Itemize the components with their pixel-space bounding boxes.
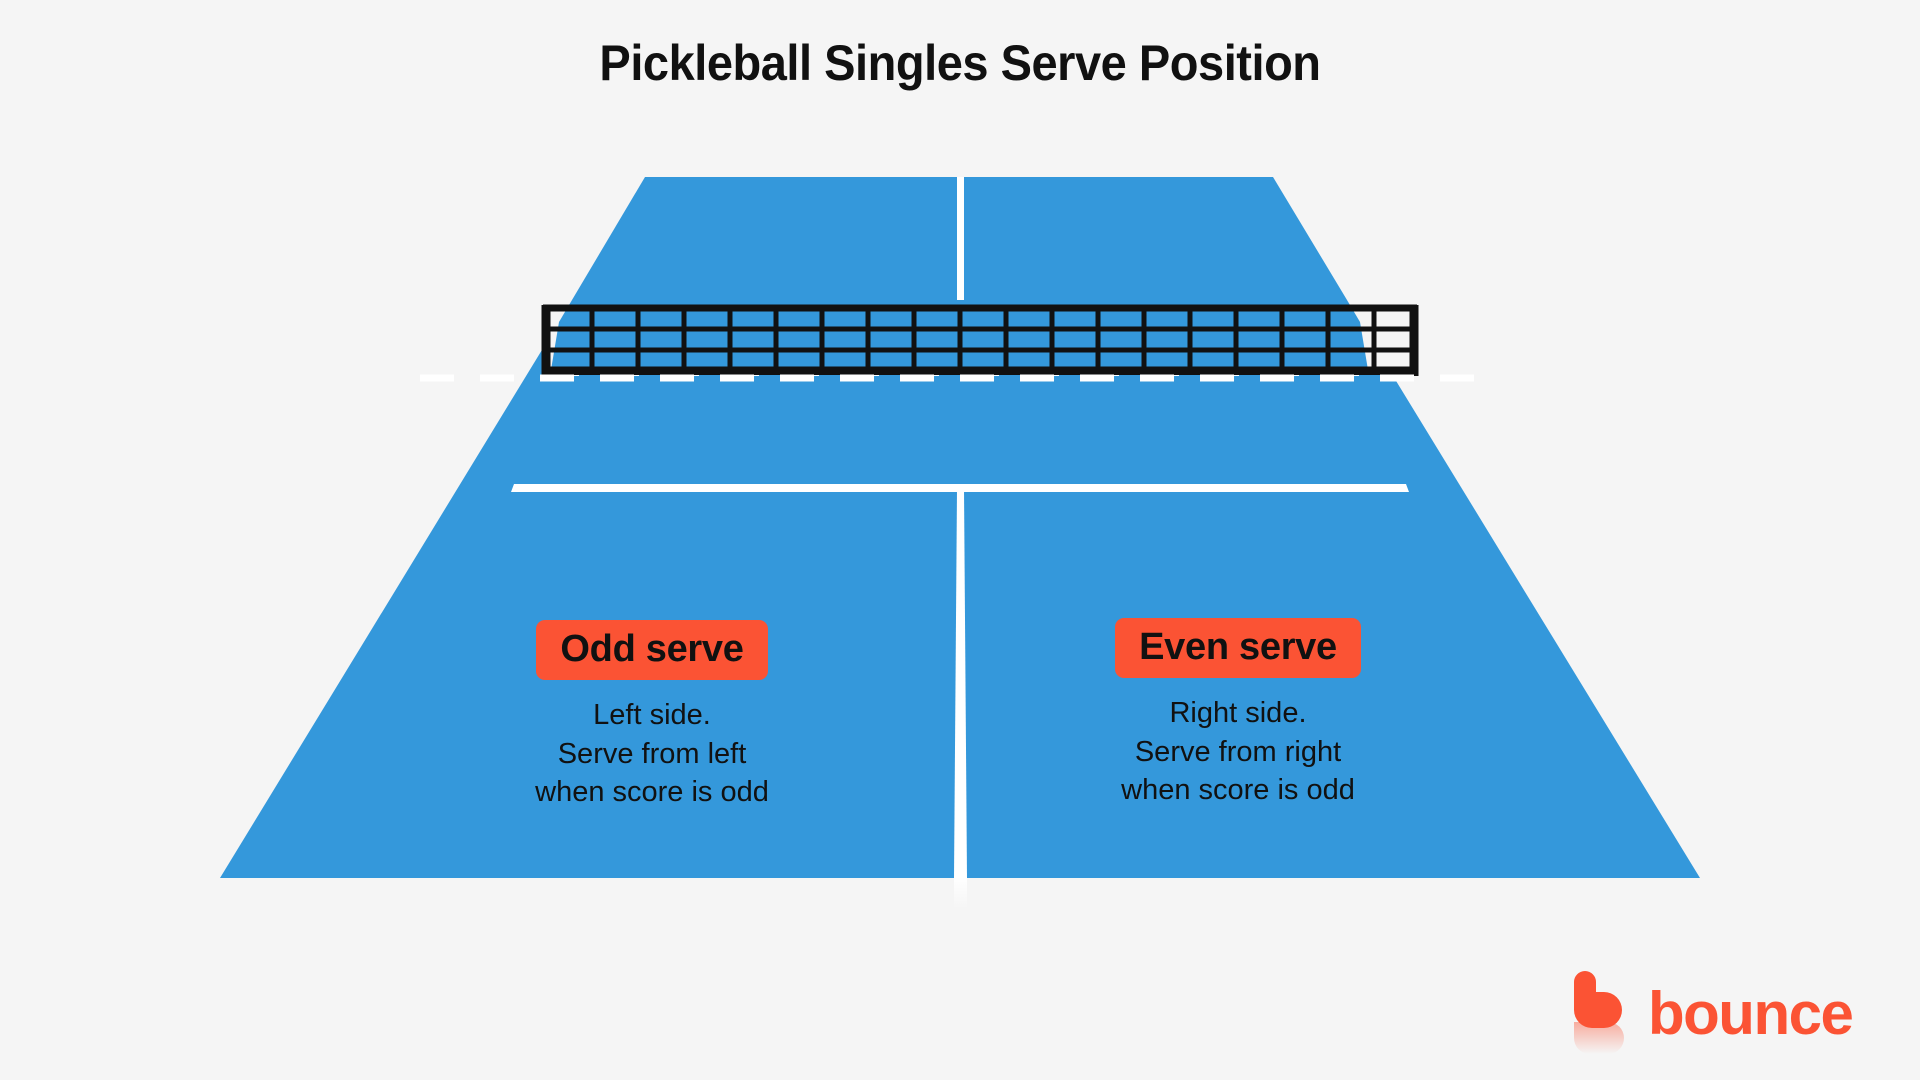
odd-serve-label-group: Odd serve Left side. Serve from left whe…	[452, 620, 852, 812]
even-serve-label-group: Even serve Right side. Serve from right …	[1038, 618, 1438, 810]
odd-serve-description: Left side. Serve from left when score is…	[535, 699, 769, 809]
near-centerline	[954, 489, 967, 878]
bounce-logo: bounce	[1568, 968, 1854, 1060]
net	[541, 300, 1419, 376]
bounce-wordmark: bounce	[1648, 980, 1854, 1047]
even-serve-badge: Even serve	[1115, 618, 1361, 678]
near-centerline-tail	[954, 877, 967, 909]
far-centerline	[957, 177, 964, 300]
even-serve-description: Right side. Serve from right when score …	[1121, 697, 1355, 807]
near-kitchen-line	[511, 484, 1409, 492]
bounce-b-mark	[1574, 971, 1624, 1054]
odd-serve-badge: Odd serve	[536, 620, 768, 680]
page-title: Pickleball Singles Serve Position	[599, 35, 1321, 91]
